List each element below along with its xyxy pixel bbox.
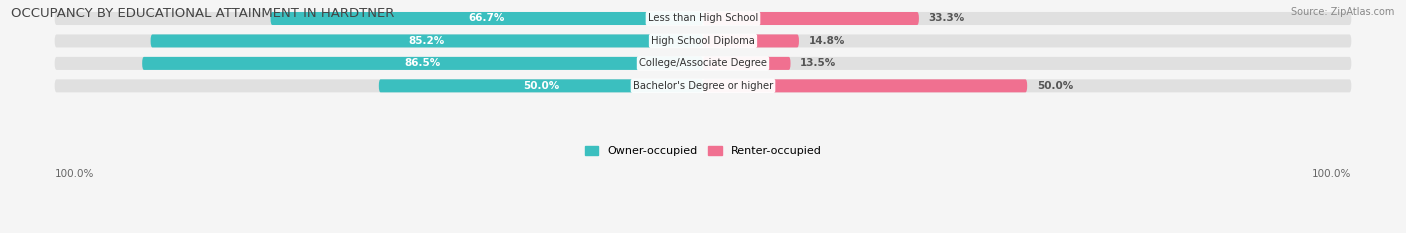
Text: 100.0%: 100.0% — [55, 169, 94, 179]
Text: OCCUPANCY BY EDUCATIONAL ATTAINMENT IN HARDTNER: OCCUPANCY BY EDUCATIONAL ATTAINMENT IN H… — [11, 7, 395, 20]
Legend: Owner-occupied, Renter-occupied: Owner-occupied, Renter-occupied — [581, 142, 825, 161]
Text: 50.0%: 50.0% — [523, 81, 560, 91]
FancyBboxPatch shape — [55, 57, 1351, 70]
Text: High School Diploma: High School Diploma — [651, 36, 755, 46]
Text: 33.3%: 33.3% — [928, 14, 965, 24]
Text: Less than High School: Less than High School — [648, 14, 758, 24]
Text: 100.0%: 100.0% — [1312, 169, 1351, 179]
FancyBboxPatch shape — [270, 12, 703, 25]
Text: College/Associate Degree: College/Associate Degree — [638, 58, 768, 69]
Text: Source: ZipAtlas.com: Source: ZipAtlas.com — [1291, 7, 1395, 17]
FancyBboxPatch shape — [703, 57, 790, 70]
FancyBboxPatch shape — [703, 12, 920, 25]
FancyBboxPatch shape — [55, 12, 1351, 25]
FancyBboxPatch shape — [150, 34, 703, 48]
FancyBboxPatch shape — [703, 79, 1028, 92]
FancyBboxPatch shape — [55, 34, 1351, 48]
Text: Bachelor's Degree or higher: Bachelor's Degree or higher — [633, 81, 773, 91]
Text: 50.0%: 50.0% — [1036, 81, 1073, 91]
FancyBboxPatch shape — [55, 79, 1351, 92]
FancyBboxPatch shape — [703, 34, 799, 48]
FancyBboxPatch shape — [378, 79, 703, 92]
Text: 66.7%: 66.7% — [468, 14, 505, 24]
Text: 86.5%: 86.5% — [405, 58, 440, 69]
Text: 85.2%: 85.2% — [409, 36, 444, 46]
FancyBboxPatch shape — [142, 57, 703, 70]
Text: 14.8%: 14.8% — [808, 36, 845, 46]
Text: 13.5%: 13.5% — [800, 58, 837, 69]
